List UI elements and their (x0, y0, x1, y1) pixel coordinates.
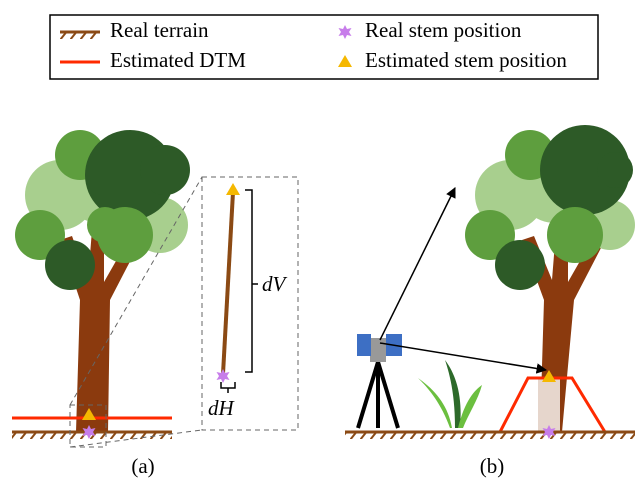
legend-label: Estimated stem position (365, 48, 567, 72)
caption: (b) (480, 454, 505, 478)
legend-label: Real stem position (365, 18, 522, 42)
tree-b (345, 125, 635, 439)
tree-a (12, 130, 202, 447)
legend-label: Real terrain (110, 18, 209, 42)
legend-label: Estimated DTM (110, 48, 246, 72)
inset: dV dH (202, 177, 298, 430)
dh-label: dH (208, 396, 236, 420)
caption: (a) (131, 454, 154, 478)
legend: Real terrain Estimated DTM Real stem pos… (50, 15, 598, 79)
diagram: Real terrain Estimated DTM Real stem pos… (0, 0, 635, 487)
dv-label: dV (262, 272, 288, 296)
